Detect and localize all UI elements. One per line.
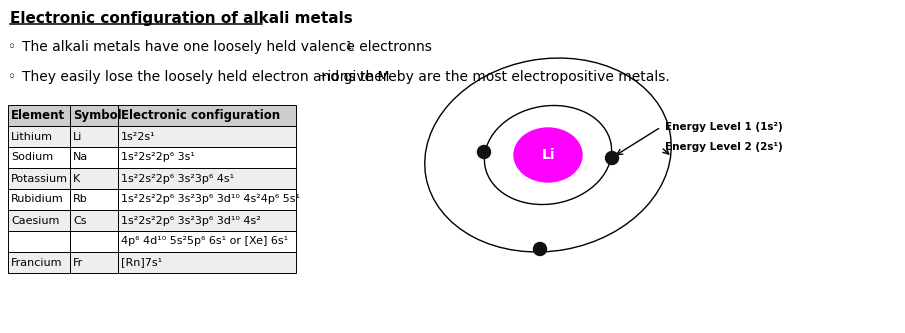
- Text: Energy Level 1 (1s²): Energy Level 1 (1s²): [665, 122, 783, 132]
- Text: They easily lose the loosely held electron and give M: They easily lose the loosely held electr…: [22, 70, 389, 84]
- Bar: [70, 147, 118, 168]
- Text: Electronic configuration of alkali metals: Electronic configuration of alkali metal…: [10, 11, 353, 26]
- Ellipse shape: [605, 152, 618, 165]
- Text: ions thereby are the most electropositive metals.: ions thereby are the most electropositiv…: [323, 70, 670, 84]
- Text: 1s²2s¹: 1s²2s¹: [121, 132, 156, 142]
- Text: Rb: Rb: [73, 194, 88, 204]
- Text: 4p⁶ 4d¹⁰ 5s²5p⁶ 6s¹ or [Xe] 6s¹: 4p⁶ 4d¹⁰ 5s²5p⁶ 6s¹ or [Xe] 6s¹: [121, 236, 288, 246]
- Text: Element: Element: [11, 109, 65, 122]
- Bar: [70, 126, 118, 147]
- Text: Electronic configuration: Electronic configuration: [121, 109, 281, 122]
- Bar: [70, 189, 118, 210]
- Bar: [8, 210, 70, 231]
- Text: Li: Li: [73, 132, 82, 142]
- Bar: [118, 189, 296, 210]
- Bar: [118, 252, 296, 273]
- Bar: [8, 168, 70, 189]
- Bar: [8, 126, 70, 147]
- Bar: [70, 105, 118, 126]
- Text: Sodium: Sodium: [11, 153, 53, 163]
- Text: Francium: Francium: [11, 257, 62, 267]
- Text: Li: Li: [541, 148, 555, 162]
- Text: 1s²2s²2p⁶ 3s²3p⁶ 4s¹: 1s²2s²2p⁶ 3s²3p⁶ 4s¹: [121, 173, 234, 183]
- Text: 1s²2s²2p⁶ 3s¹: 1s²2s²2p⁶ 3s¹: [121, 153, 195, 163]
- Text: Fr: Fr: [73, 257, 83, 267]
- Bar: [70, 231, 118, 252]
- Bar: [8, 252, 70, 273]
- Text: Na: Na: [73, 153, 89, 163]
- Bar: [118, 210, 296, 231]
- Ellipse shape: [478, 146, 491, 159]
- Text: 1s²2s²2p⁶ 3s²3p⁶ 3d¹⁰ 4s²4p⁶ 5s¹: 1s²2s²2p⁶ 3s²3p⁶ 3d¹⁰ 4s²4p⁶ 5s¹: [121, 194, 300, 204]
- Text: ◦: ◦: [8, 40, 16, 54]
- Text: Lithium: Lithium: [11, 132, 53, 142]
- Text: Symbol: Symbol: [73, 109, 121, 122]
- Text: Rubidium: Rubidium: [11, 194, 63, 204]
- Ellipse shape: [514, 128, 582, 182]
- Bar: [8, 147, 70, 168]
- Bar: [70, 168, 118, 189]
- Text: The alkali metals have one loosely held valence electronns: The alkali metals have one loosely held …: [22, 40, 432, 54]
- Bar: [70, 252, 118, 273]
- Text: Potassium: Potassium: [11, 173, 68, 183]
- Text: +: +: [318, 71, 326, 81]
- Bar: [118, 105, 296, 126]
- Bar: [70, 210, 118, 231]
- Text: ◦: ◦: [8, 70, 16, 84]
- Text: 1s²2s²2p⁶ 3s²3p⁶ 3d¹⁰ 4s²: 1s²2s²2p⁶ 3s²3p⁶ 3d¹⁰ 4s²: [121, 215, 261, 225]
- Bar: [8, 189, 70, 210]
- Text: [Rn]7s¹: [Rn]7s¹: [121, 257, 162, 267]
- Bar: [118, 126, 296, 147]
- Text: 1.: 1.: [346, 41, 355, 51]
- Text: Energy Level 2 (2s¹): Energy Level 2 (2s¹): [665, 142, 783, 152]
- Bar: [8, 105, 70, 126]
- Bar: [8, 231, 70, 252]
- Bar: [118, 147, 296, 168]
- Bar: [118, 168, 296, 189]
- Text: Cs: Cs: [73, 215, 87, 225]
- Text: K: K: [73, 173, 81, 183]
- Ellipse shape: [534, 242, 547, 255]
- Bar: [118, 231, 296, 252]
- Text: Caesium: Caesium: [11, 215, 60, 225]
